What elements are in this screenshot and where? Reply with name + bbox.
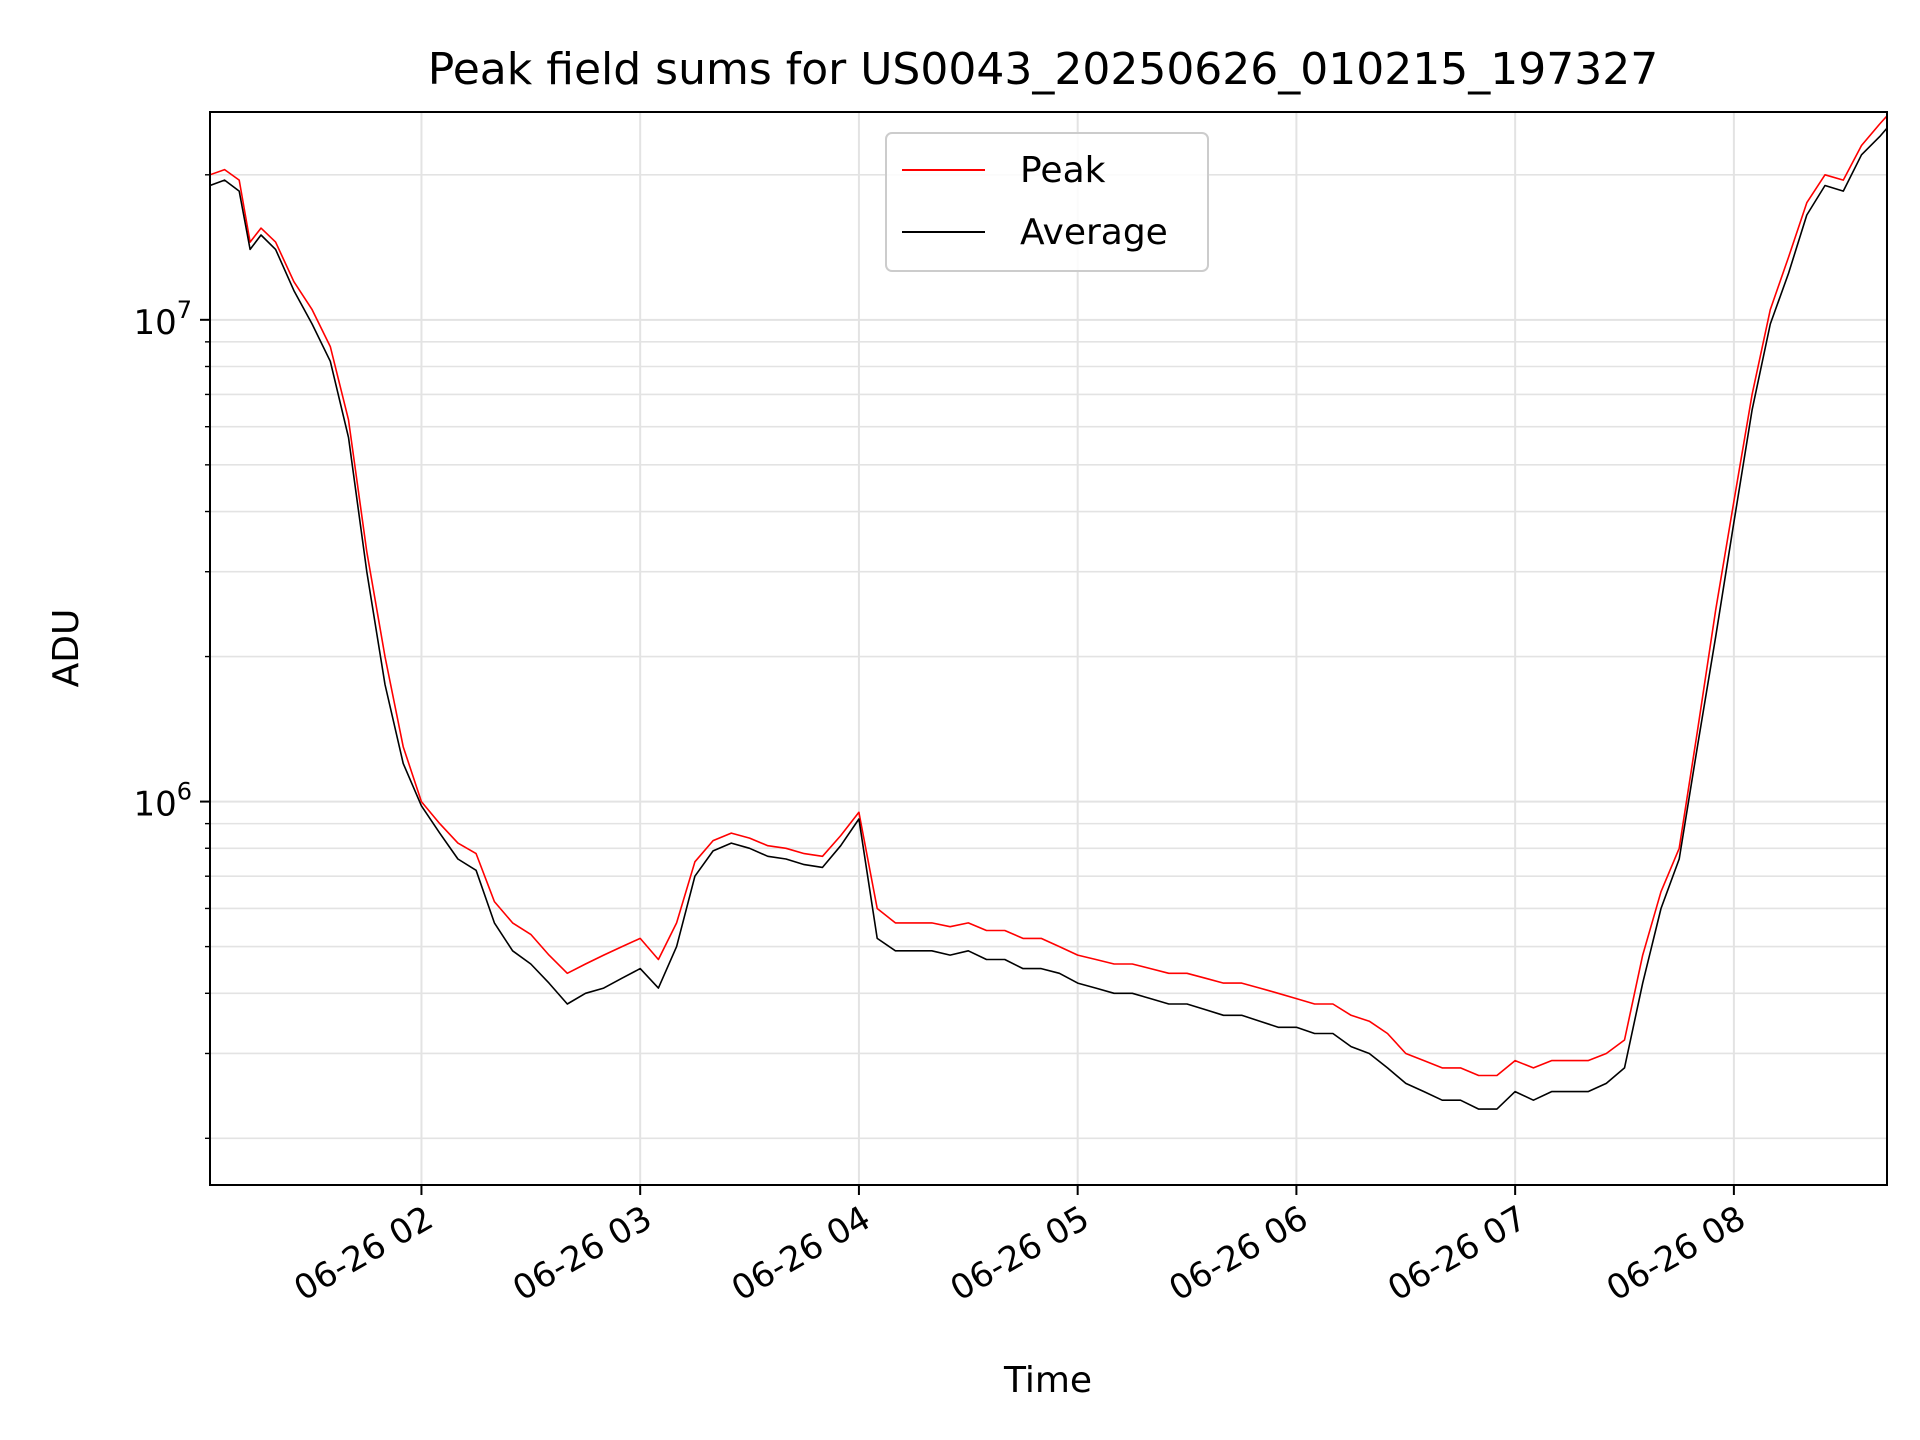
- legend-label-peak: Peak: [1020, 150, 1106, 191]
- series-line-average: [210, 127, 1887, 1110]
- plot-frame: [209, 111, 1888, 1186]
- chart-title: Peak field sums for US0043_20250626_0102…: [428, 44, 1658, 95]
- legend-box: [885, 132, 1209, 272]
- legend: Peak Average: [885, 132, 1209, 272]
- plot-series: [210, 115, 1887, 1110]
- legend-label-average: Average: [1020, 212, 1168, 253]
- grid: [210, 112, 1887, 1185]
- x-axis-label: Time: [1003, 1360, 1092, 1401]
- y-axis: 106 107: [133, 174, 210, 1140]
- series-line-peak: [210, 115, 1887, 1077]
- y-tick-label: 107: [133, 296, 192, 343]
- y-tick-label: 106: [133, 778, 192, 825]
- y-axis-label: ADU: [46, 609, 87, 688]
